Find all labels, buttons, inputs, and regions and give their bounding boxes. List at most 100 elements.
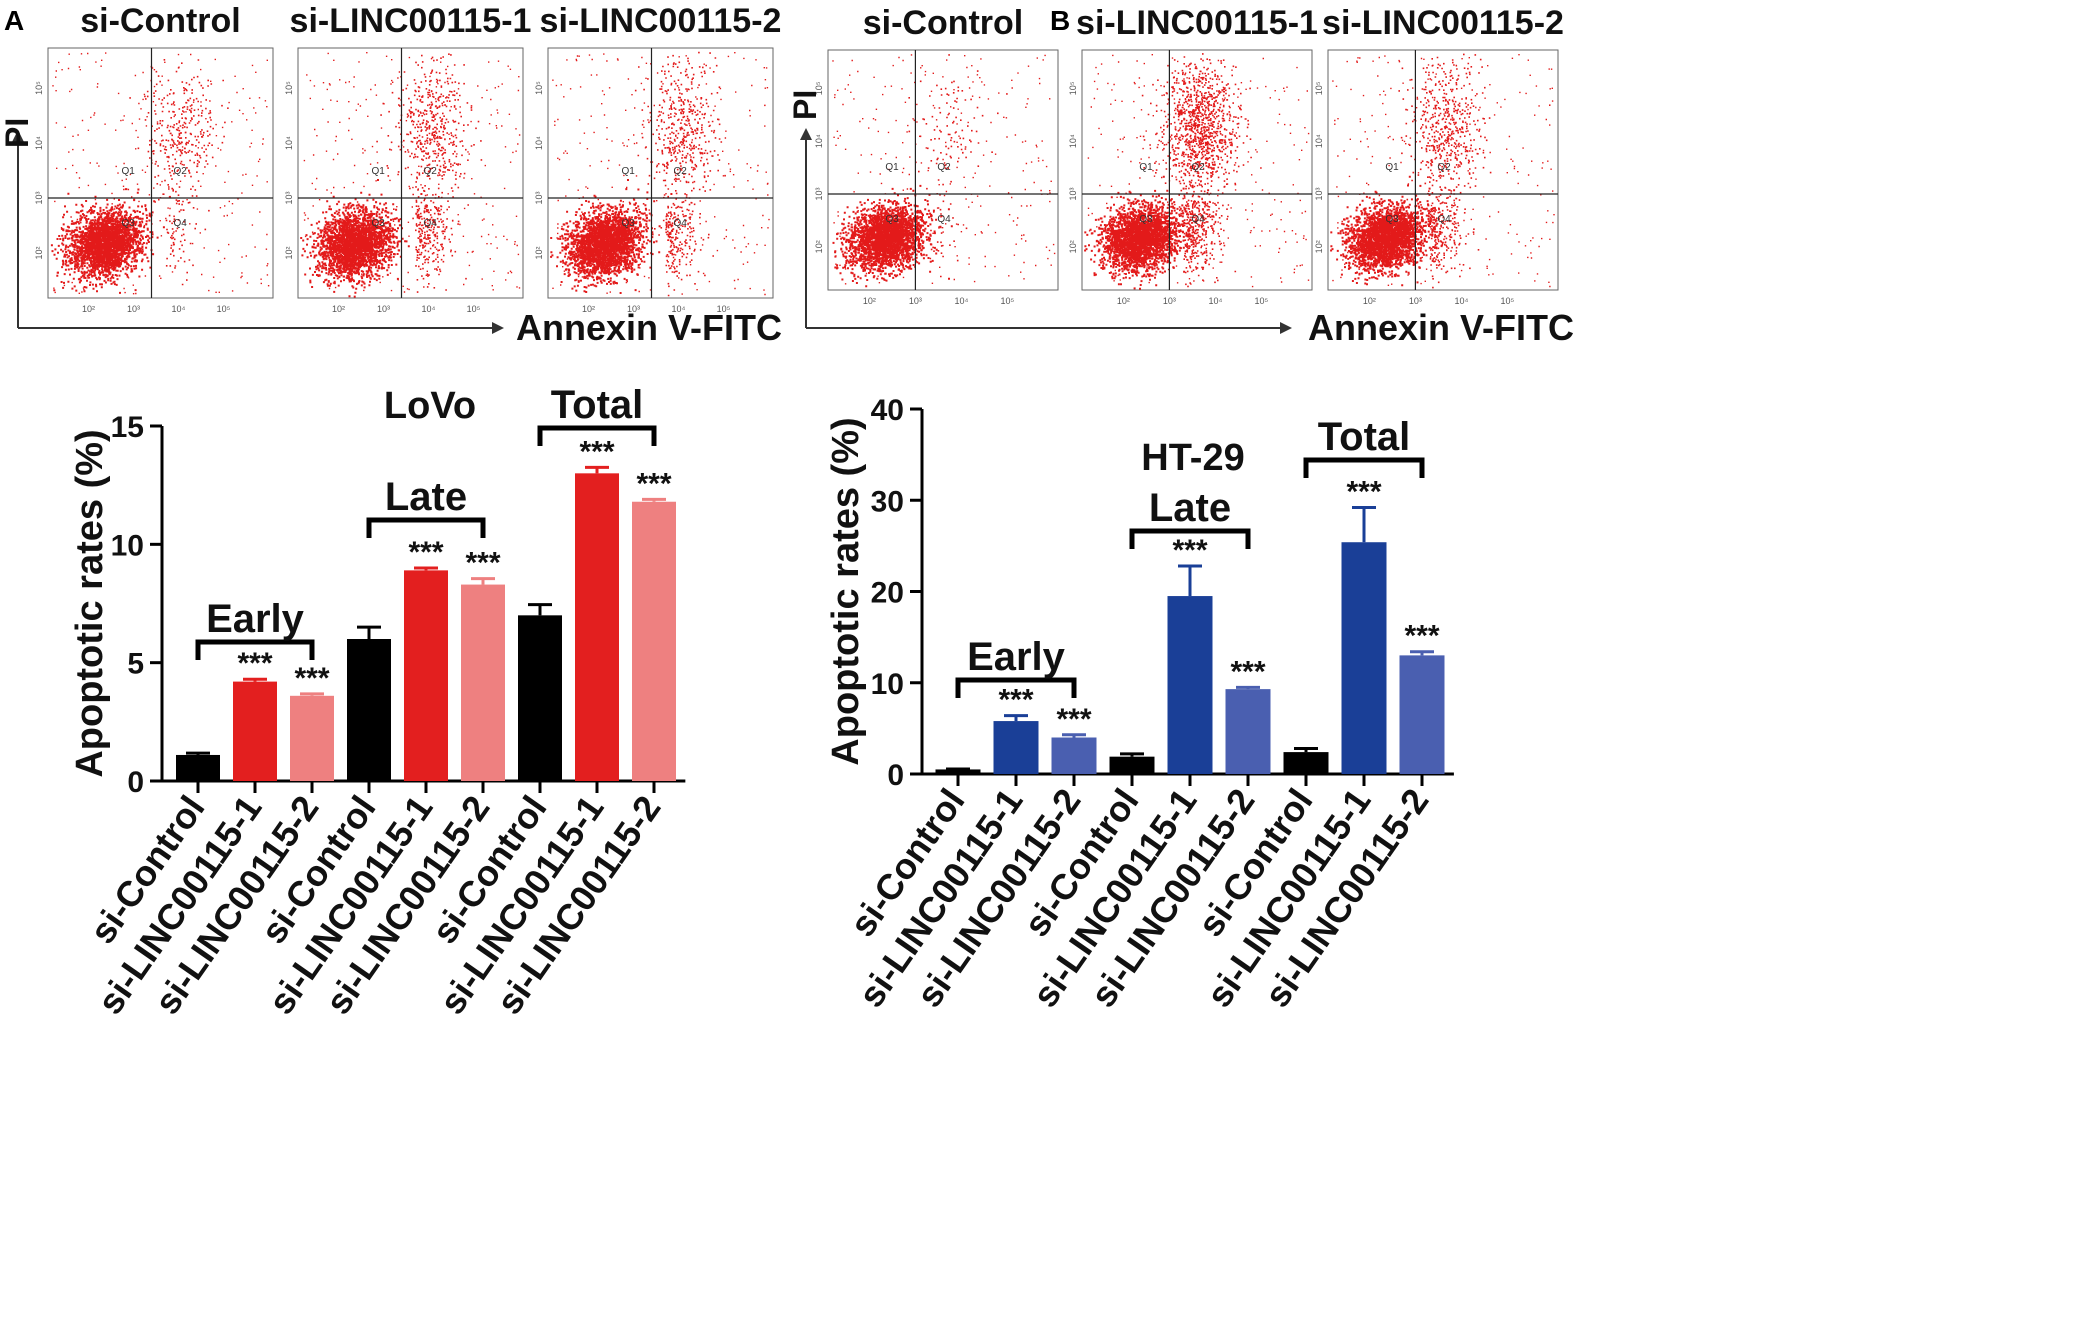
- panel-label-b: B: [1050, 5, 1070, 36]
- flow-panel-b: si-Control Q1 Q2 Q3 Q4 10² 10³ 10⁴ 10⁵ 10² 10³ 10⁴ 1…: [787, 4, 1574, 348]
- flow-tick-y: 10⁵: [284, 81, 294, 95]
- group-label: Early: [206, 597, 305, 641]
- flow-tick-x: 10²: [82, 304, 95, 314]
- quadrant-label: Q1: [622, 166, 636, 177]
- flow-dots: [832, 54, 1056, 288]
- flow-tick-y: 10²: [34, 246, 44, 259]
- bar: [993, 721, 1039, 774]
- panel-label-a: A: [4, 5, 24, 36]
- bar: [461, 584, 505, 781]
- flow-tick-y: 10³: [1314, 187, 1324, 200]
- flow-tick-x: 10²: [332, 304, 345, 314]
- quadrant-label: Q2: [1191, 162, 1205, 173]
- quadrant-label: Q4: [424, 218, 438, 229]
- y-tick-label: 0: [127, 766, 144, 799]
- flow-tick-x: 10³: [909, 296, 922, 306]
- flow-tick-y: 10⁵: [1314, 81, 1324, 95]
- quadrant-label: Q1: [1139, 162, 1153, 173]
- flow-plot: si-LINC00115-2 Q1 Q2 Q3 Q4 10² 10³ 10⁴ 10⁵ 10² 10³…: [1314, 4, 1564, 306]
- quadrant-label: Q2: [174, 166, 188, 177]
- bar: [935, 769, 981, 774]
- significance-mark: ***: [1172, 534, 1207, 567]
- bar: [1109, 756, 1155, 774]
- bar: [575, 473, 619, 781]
- flow-tick-x: 10⁴: [1208, 296, 1222, 306]
- flow-plot-title: si-Control: [863, 4, 1024, 42]
- significance-mark: ***: [237, 647, 272, 680]
- bar: [518, 615, 562, 781]
- flow-plot-title: si-LINC00115-2: [1322, 4, 1564, 42]
- group-label: Late: [385, 475, 467, 519]
- flow-tick-y: 10⁴: [1068, 134, 1078, 148]
- flow-plot: si-Control Q1 Q2 Q3 Q4 10² 10³ 10⁴ 10⁵ 10² 10³ 10⁴ 1…: [814, 4, 1059, 306]
- flow-tick-x: 10²: [1117, 296, 1130, 306]
- flow-tick-y: 10⁵: [1068, 81, 1078, 95]
- group-bracket: [1303, 457, 1425, 478]
- flow-x-label: Annexin V-FITC: [516, 307, 782, 348]
- significance-mark: ***: [579, 435, 614, 468]
- quadrant-label: Q4: [174, 218, 188, 229]
- quadrant-label: Q2: [937, 162, 951, 173]
- y-axis-label: Apoptotic rates (%): [825, 417, 867, 765]
- significance-mark: ***: [1056, 703, 1091, 736]
- flow-panel-a: si-Control Q1 Q2 Q3 Q4 10² 10³ 10⁴ 10⁵ 10² 10³ 10⁴ 1…: [0, 2, 782, 348]
- quadrant-label: Q4: [1437, 214, 1451, 225]
- y-tick-label: 20: [871, 577, 904, 610]
- flow-dots: [50, 52, 270, 295]
- flow-plot-title: si-LINC00115-2: [540, 2, 782, 40]
- significance-mark: ***: [1346, 476, 1381, 509]
- flow-tick-x: 10⁵: [717, 304, 731, 314]
- flow-tick-y: 10²: [1068, 240, 1078, 253]
- group-label: Total: [1318, 415, 1411, 459]
- flow-tick-y: 10⁴: [534, 136, 544, 150]
- chart-title: LoVo: [384, 385, 476, 427]
- flow-tick-y: 10⁴: [34, 136, 44, 150]
- flow-plot: si-LINC00115-2 Q1 Q2 Q3 Q4 10² 10³ 10⁴ 10⁵ 10² 10³…: [534, 2, 781, 314]
- quadrant-label: Q2: [674, 166, 688, 177]
- flow-tick-x: 10³: [127, 304, 140, 314]
- flow-tick-x: 10⁵: [1501, 296, 1515, 306]
- significance-mark: ***: [998, 684, 1033, 717]
- flow-tick-x: 10⁵: [1255, 296, 1269, 306]
- flow-tick-x: 10⁵: [217, 304, 231, 314]
- bar: [1167, 596, 1213, 774]
- y-tick-label: 0: [887, 759, 904, 792]
- bar: [1051, 737, 1097, 774]
- y-tick-label: 5: [127, 648, 144, 681]
- flow-tick-x: 10³: [377, 304, 390, 314]
- flow-tick-x: 10⁴: [672, 304, 686, 314]
- flow-tick-y: 10⁵: [34, 81, 44, 95]
- bar: [632, 501, 676, 781]
- group-label: Late: [1149, 486, 1231, 530]
- flow-tick-y: 10³: [1068, 187, 1078, 200]
- flow-tick-y: 10⁴: [284, 136, 294, 150]
- flow-plot-title: si-Control: [80, 2, 241, 40]
- quadrant-label: Q3: [1139, 214, 1153, 225]
- quadrant-label: Q3: [885, 214, 899, 225]
- bar: [1283, 752, 1329, 774]
- flow-tick-x: 10⁴: [954, 296, 968, 306]
- flow-tick-x: 10³: [1163, 296, 1176, 306]
- quadrant-label: Q3: [622, 218, 636, 229]
- group-bracket: [955, 677, 1077, 698]
- y-tick-label: 10: [871, 668, 904, 701]
- quadrant-label: Q3: [1385, 214, 1399, 225]
- flow-tick-y: 10³: [34, 191, 44, 204]
- flow-dots: [1330, 53, 1555, 289]
- flow-tick-x: 10⁴: [172, 304, 186, 314]
- y-tick-label: 40: [871, 394, 904, 427]
- flow-tick-x: 10⁵: [1001, 296, 1015, 306]
- flow-tick-x: 10²: [1363, 296, 1376, 306]
- y-axis-label: Apoptotic rates (%): [69, 429, 111, 777]
- flow-plot: si-Control Q1 Q2 Q3 Q4 10² 10³ 10⁴ 10⁵ 10² 10³ 10⁴ 1…: [34, 2, 274, 314]
- flow-tick-x: 10³: [1409, 296, 1422, 306]
- flow-tick-y: 10⁵: [814, 81, 824, 95]
- flow-tick-y: 10²: [814, 240, 824, 253]
- flow-plot-title: si-LINC00115-1: [290, 2, 532, 40]
- significance-mark: ***: [1230, 655, 1265, 688]
- significance-mark: ***: [408, 536, 443, 569]
- flow-tick-x: 10⁴: [1454, 296, 1468, 306]
- flow-plot-title: si-LINC00115-1: [1076, 4, 1318, 42]
